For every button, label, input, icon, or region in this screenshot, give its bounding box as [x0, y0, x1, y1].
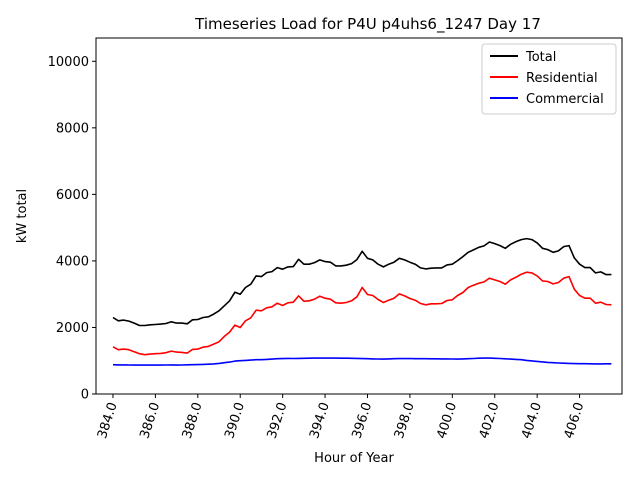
x-axis-label: Hour of Year	[314, 451, 394, 466]
y-axis-label: kW total	[15, 189, 30, 243]
y-tick-label: 8000	[56, 121, 89, 136]
series-line-residential	[112, 271, 612, 356]
legend-label-total: Total	[525, 50, 556, 65]
y-axis: 0 2000 4000 6000 8000 10000	[48, 55, 96, 403]
y-tick-label: 10000	[48, 55, 89, 70]
chart-title: Timeseries Load for P4U p4uhs6_1247 Day …	[194, 15, 541, 34]
legend-label-commercial: Commercial	[526, 92, 604, 107]
legend-label-residential: Residential	[526, 71, 598, 86]
y-tick-label: 0	[81, 388, 89, 403]
y-tick-label: 4000	[56, 254, 89, 269]
series-line-commercial	[112, 357, 612, 366]
series-line-total	[112, 237, 612, 327]
legend-box	[481, 43, 617, 115]
y-tick-label: 6000	[56, 188, 89, 203]
y-tick-label: 2000	[56, 321, 89, 336]
series-layer	[112, 237, 612, 366]
legend: Total Residential Commercial	[481, 43, 617, 115]
plot-frame	[95, 37, 623, 395]
